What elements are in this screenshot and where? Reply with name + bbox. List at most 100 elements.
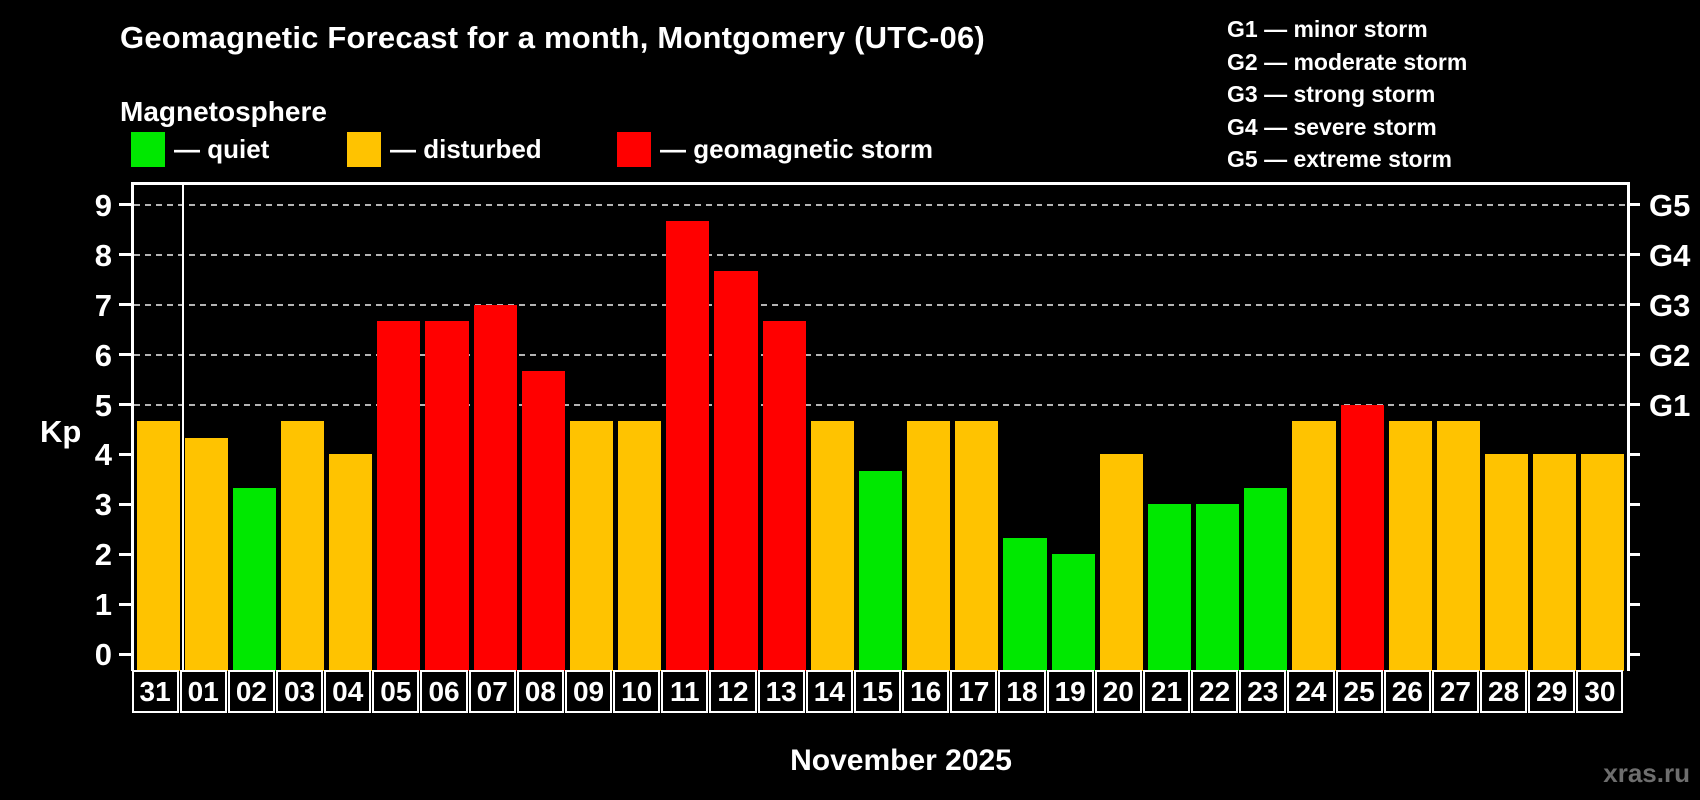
bar-day-06	[425, 321, 469, 671]
y-axis-tick-left-5	[119, 403, 132, 406]
bar-day-22	[1196, 504, 1240, 671]
g-legend-line-2: G2 — moderate storm	[1227, 48, 1468, 75]
bar-day-19	[1051, 554, 1095, 671]
y-axis-tick-left-4	[119, 452, 132, 456]
day-label-21: 21	[1142, 670, 1191, 713]
bar-day-10	[618, 420, 662, 671]
day-label-30: 30	[1576, 670, 1624, 713]
day-label-09: 09	[564, 670, 613, 713]
x-axis-day-labels: 31 01 02 03 04 05 06 07 08 09 10 11 12 13 14 15 16 17 18 19…	[131, 670, 1624, 715]
bar-day-15	[858, 470, 903, 671]
x-axis-month-label: November 2025	[790, 744, 1012, 777]
legend-swatch-disturbed	[347, 131, 381, 167]
day-label-01: 01	[179, 670, 227, 713]
day-label-11: 11	[661, 670, 709, 713]
y-axis-tick-left-8	[119, 253, 132, 257]
gridline-kp-7	[134, 303, 1627, 306]
g-level-label-G4: G4	[1649, 237, 1691, 273]
day-label-25: 25	[1335, 670, 1383, 713]
bar-day-04	[329, 454, 373, 671]
y-tick-label-3: 3	[94, 487, 112, 523]
day-label-06: 06	[420, 670, 468, 713]
day-label-02: 02	[227, 670, 275, 713]
bar-day-31	[136, 420, 180, 671]
y-axis-tick-right-9	[1627, 203, 1640, 207]
y-axis-tick-left-9	[119, 203, 132, 207]
y-axis-tick-right-7	[1627, 303, 1640, 307]
g-legend-line-4: G4 — severe storm	[1227, 113, 1437, 140]
day-label-27: 27	[1431, 670, 1479, 713]
y-axis-tick-right-6	[1627, 353, 1640, 357]
y-tick-label-6: 6	[94, 337, 112, 373]
day-label-05: 05	[372, 670, 420, 713]
day-label-31: 31	[131, 670, 179, 713]
g-legend-line-1: G1 — minor storm	[1227, 16, 1428, 42]
gridline-kp-9	[134, 203, 1627, 206]
y-axis-tick-left-3	[119, 502, 132, 506]
day-label-29: 29	[1528, 670, 1576, 713]
y-axis-tick-left-7	[119, 303, 132, 307]
y-tick-label-7: 7	[94, 287, 112, 323]
legend-label-disturbed: — disturbed	[390, 133, 542, 164]
bar-day-18	[1003, 537, 1047, 671]
day-label-13: 13	[757, 670, 805, 713]
y-tick-label-9: 9	[94, 187, 112, 223]
bar-day-05	[377, 321, 421, 671]
bar-day-24	[1292, 420, 1336, 671]
day-label-10: 10	[613, 670, 661, 713]
y-tick-label-8: 8	[94, 237, 112, 273]
day-label-08: 08	[516, 670, 564, 713]
y-axis-tick-right-3	[1627, 502, 1640, 506]
legend-item-quiet: — quiet	[131, 131, 269, 167]
day-label-14: 14	[805, 670, 853, 713]
day-label-03: 03	[275, 670, 324, 713]
y-axis-tick-left-0	[119, 652, 132, 656]
legend-swatch-quiet	[131, 131, 165, 167]
legend-swatch-storm	[617, 131, 651, 167]
bar-day-21	[1147, 504, 1192, 671]
legend-item-storm: — geomagnetic storm	[617, 131, 933, 167]
y-axis-label: Kp	[40, 414, 82, 449]
bar-day-03	[280, 420, 325, 671]
bar-day-27	[1436, 420, 1480, 671]
day-label-04: 04	[324, 670, 372, 713]
bar-day-11	[666, 221, 710, 671]
y-axis-tick-right-1	[1627, 602, 1640, 606]
bar-day-12	[714, 271, 758, 671]
bar-day-28	[1485, 454, 1529, 671]
day-label-18: 18	[998, 670, 1046, 713]
chart-subtitle: Magnetosphere	[120, 96, 327, 127]
y-tick-label-5: 5	[94, 387, 112, 423]
g-level-label-G1: G1	[1649, 387, 1691, 423]
watermark: xras.ru	[1603, 758, 1690, 788]
bar-day-09	[569, 420, 614, 671]
bar-day-07	[473, 304, 517, 671]
day-label-07: 07	[468, 670, 516, 713]
gridline-kp-6	[134, 353, 1627, 356]
month-separator	[181, 185, 185, 671]
y-tick-label-2: 2	[94, 537, 112, 573]
bar-day-26	[1388, 420, 1432, 671]
bar-day-20	[1099, 454, 1143, 671]
day-label-15: 15	[853, 670, 902, 713]
gridline-kp-8	[134, 253, 1627, 256]
day-label-24: 24	[1287, 670, 1335, 713]
bar-day-02	[232, 487, 276, 671]
bar-day-29	[1533, 454, 1577, 671]
y-tick-label-0: 0	[94, 637, 112, 672]
bar-day-17	[955, 420, 999, 671]
bar-day-25	[1340, 404, 1384, 671]
y-axis-tick-left-2	[119, 552, 132, 556]
day-label-12: 12	[709, 670, 757, 713]
g-level-label-G5: G5	[1649, 187, 1691, 223]
g-legend-line-3: G3 — strong storm	[1227, 81, 1436, 107]
day-label-28: 28	[1480, 670, 1528, 713]
day-label-20: 20	[1094, 670, 1142, 713]
y-tick-label-4: 4	[94, 437, 112, 473]
g-level-label-G2: G2	[1649, 337, 1691, 373]
gridline-kp-5	[134, 403, 1627, 406]
day-label-23: 23	[1239, 670, 1287, 713]
g-legend-line-5: G5 — extreme storm	[1227, 146, 1452, 172]
legend-label-storm: — geomagnetic storm	[660, 133, 934, 164]
y-axis-tick-right-4	[1627, 452, 1640, 456]
